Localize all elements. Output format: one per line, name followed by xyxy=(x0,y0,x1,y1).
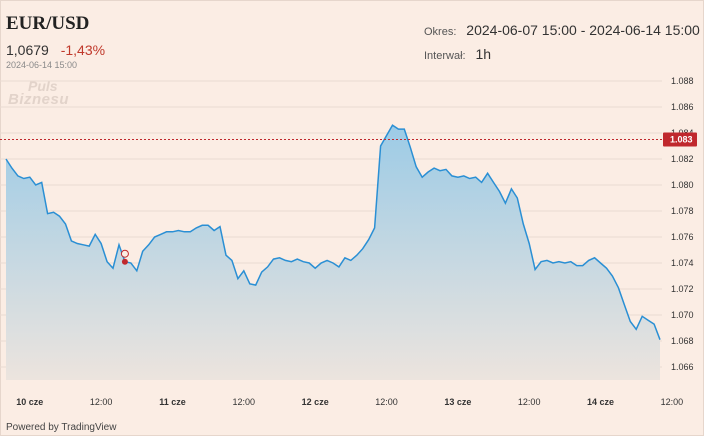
price-area xyxy=(6,125,660,380)
last-update-timestamp: 2024-06-14 15:00 xyxy=(6,60,78,70)
y-tick-label: 1.074 xyxy=(671,258,694,268)
event-marker-dot[interactable] xyxy=(121,258,128,265)
y-tick-label: 1.068 xyxy=(671,336,694,346)
x-tick-label: 13 cze xyxy=(444,397,471,407)
price-row: 1,0679 -1,43% xyxy=(6,42,105,58)
y-tick-label: 1.076 xyxy=(671,232,694,242)
price-line xyxy=(5,124,661,340)
x-tick-label: 12:00 xyxy=(375,397,398,407)
x-tick-label: 12:00 xyxy=(90,397,113,407)
interval-label: Interwał: xyxy=(424,50,466,62)
current-price-tag-bg xyxy=(663,132,697,147)
event-marker-icon[interactable] xyxy=(120,249,129,258)
y-tick-label: 1.088 xyxy=(671,76,694,86)
event-marker[interactable] xyxy=(120,249,129,265)
price-change: -1,43% xyxy=(60,42,106,58)
x-tick-label: 12:00 xyxy=(661,397,684,407)
logo-line-2: Biznesu xyxy=(8,91,70,108)
x-tick-label: 12 cze xyxy=(302,397,329,407)
x-tick-label: 12:00 xyxy=(518,397,541,407)
y-tick-label: 1.070 xyxy=(671,310,694,320)
current-price-label: 1.083 xyxy=(670,135,693,145)
interval-info: Interwał: 1h xyxy=(424,46,491,62)
y-tick-label: 1.086 xyxy=(671,102,694,112)
powered-by-tradingview[interactable]: Powered by TradingView xyxy=(6,422,117,433)
y-tick-label: 1.082 xyxy=(671,154,694,164)
y-tick-label: 1.072 xyxy=(671,284,694,294)
last-price: 1,0679 xyxy=(6,42,49,58)
y-axis: 1.066 1.068 1.070 1.072 1.074 1.076 1.078 1.080… xyxy=(671,76,694,372)
x-axis: 10 cze 12:00 11 cze 12:00 12 cze 12:00 13 cze 1… xyxy=(16,397,683,407)
x-tick-label: 10 cze xyxy=(16,397,43,407)
y-tick-label: 1.080 xyxy=(671,180,694,190)
symbol-title: EUR/USD xyxy=(6,13,90,34)
interval-value: 1h xyxy=(475,46,492,62)
period-info: Okres: 2024-06-07 15:00 - 2024-06-14 15:… xyxy=(424,22,700,38)
current-price-tag: 1.083 xyxy=(663,132,697,147)
logo-line-1: Puls xyxy=(28,78,58,94)
period-value: 2024-06-07 15:00 - 2024-06-14 15:00 xyxy=(466,22,700,38)
x-tick-label: 14 cze xyxy=(587,397,614,407)
period-label: Okres: xyxy=(424,26,457,38)
y-tick-label: 1.078 xyxy=(671,206,694,216)
x-tick-label: 12:00 xyxy=(233,397,256,407)
puls-biznesu-logo: Puls Biznesu xyxy=(8,78,70,108)
y-tick-label: 1.066 xyxy=(671,362,694,372)
x-tick-label: 11 cze xyxy=(159,397,186,407)
